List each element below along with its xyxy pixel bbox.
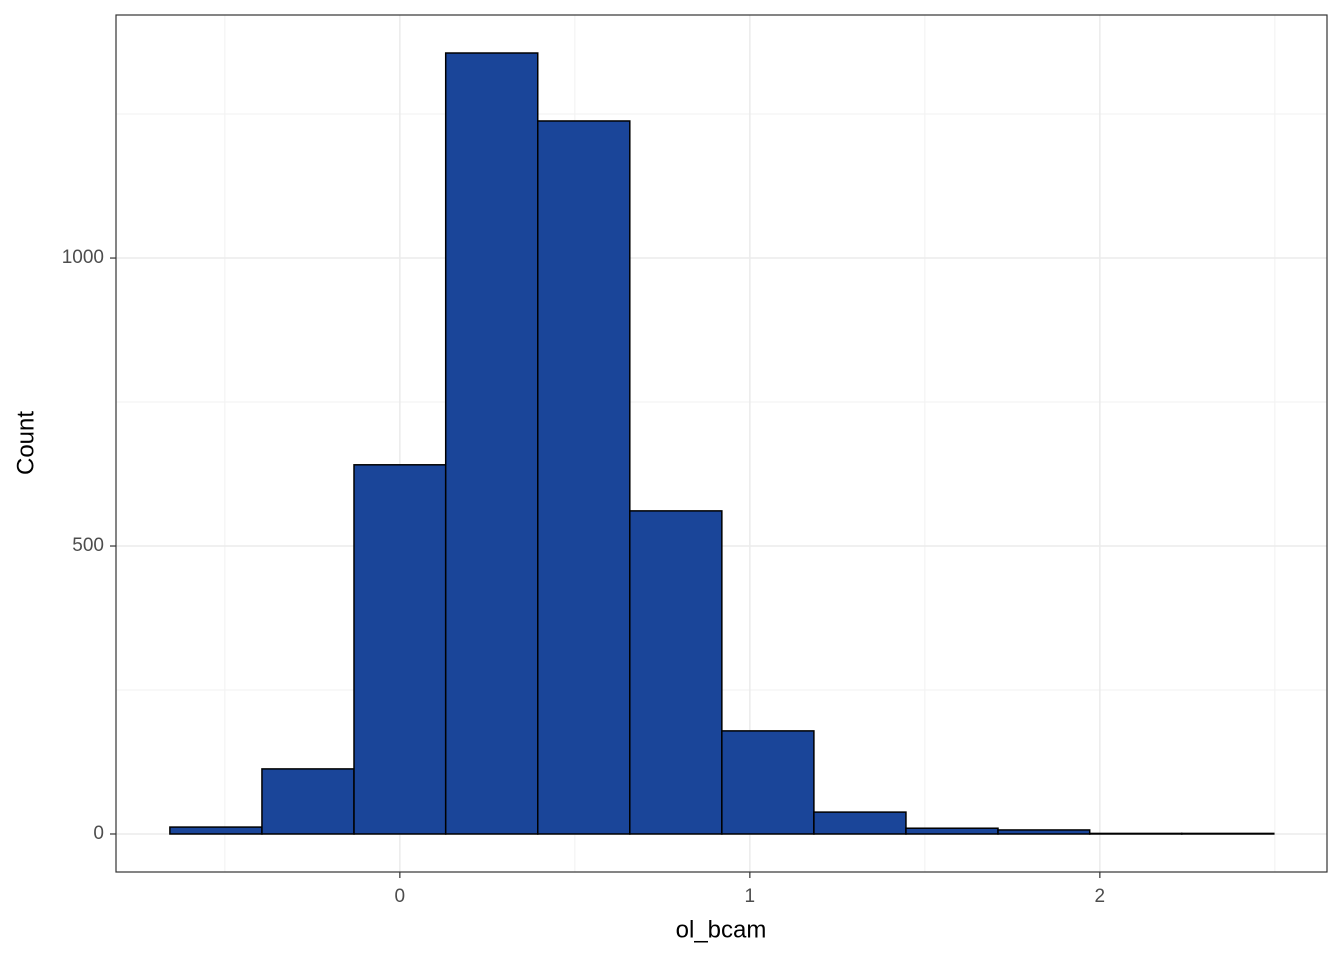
panel-border [115, 14, 1328, 873]
bar [353, 464, 447, 835]
bar [813, 811, 907, 835]
bar [1181, 832, 1275, 835]
x-tick-label: 2 [1095, 886, 1106, 907]
bar [721, 730, 815, 835]
axes: 0 1 2 0 500 1000 [62, 247, 1105, 907]
bar [169, 826, 263, 835]
y-tick-label: 500 [72, 535, 104, 556]
bar [261, 768, 355, 835]
bar [1088, 832, 1183, 835]
bar [997, 829, 1091, 835]
bar [537, 120, 631, 835]
x-tick-label: 0 [395, 886, 406, 907]
y-tick-label: 1000 [62, 247, 104, 268]
y-axis-title: Count [12, 411, 39, 475]
x-tick-label: 1 [745, 886, 756, 907]
bars [169, 52, 1275, 835]
x-axis-title: ol_bcam [676, 916, 767, 943]
bar [905, 827, 999, 835]
bar [629, 510, 723, 835]
bar [444, 52, 539, 835]
y-tick-label: 0 [93, 823, 104, 844]
